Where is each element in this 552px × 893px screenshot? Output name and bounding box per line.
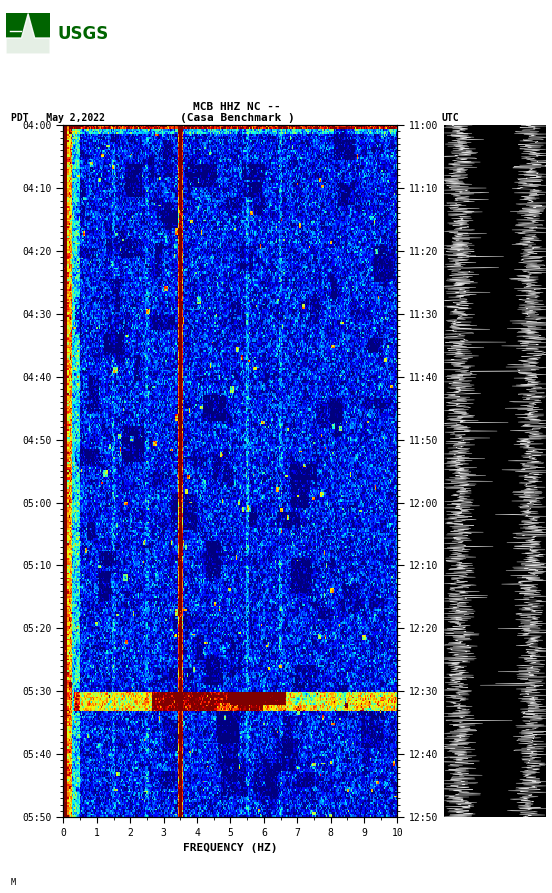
Text: PDT   May 2,2022: PDT May 2,2022 [11, 113, 105, 123]
Text: USGS: USGS [58, 25, 109, 43]
Text: UTC: UTC [442, 113, 459, 123]
Text: M: M [11, 878, 16, 887]
Text: MCB HHZ NC --: MCB HHZ NC -- [194, 102, 281, 112]
Text: (Casa Benchmark ): (Casa Benchmark ) [180, 113, 295, 123]
X-axis label: FREQUENCY (HZ): FREQUENCY (HZ) [183, 843, 278, 853]
